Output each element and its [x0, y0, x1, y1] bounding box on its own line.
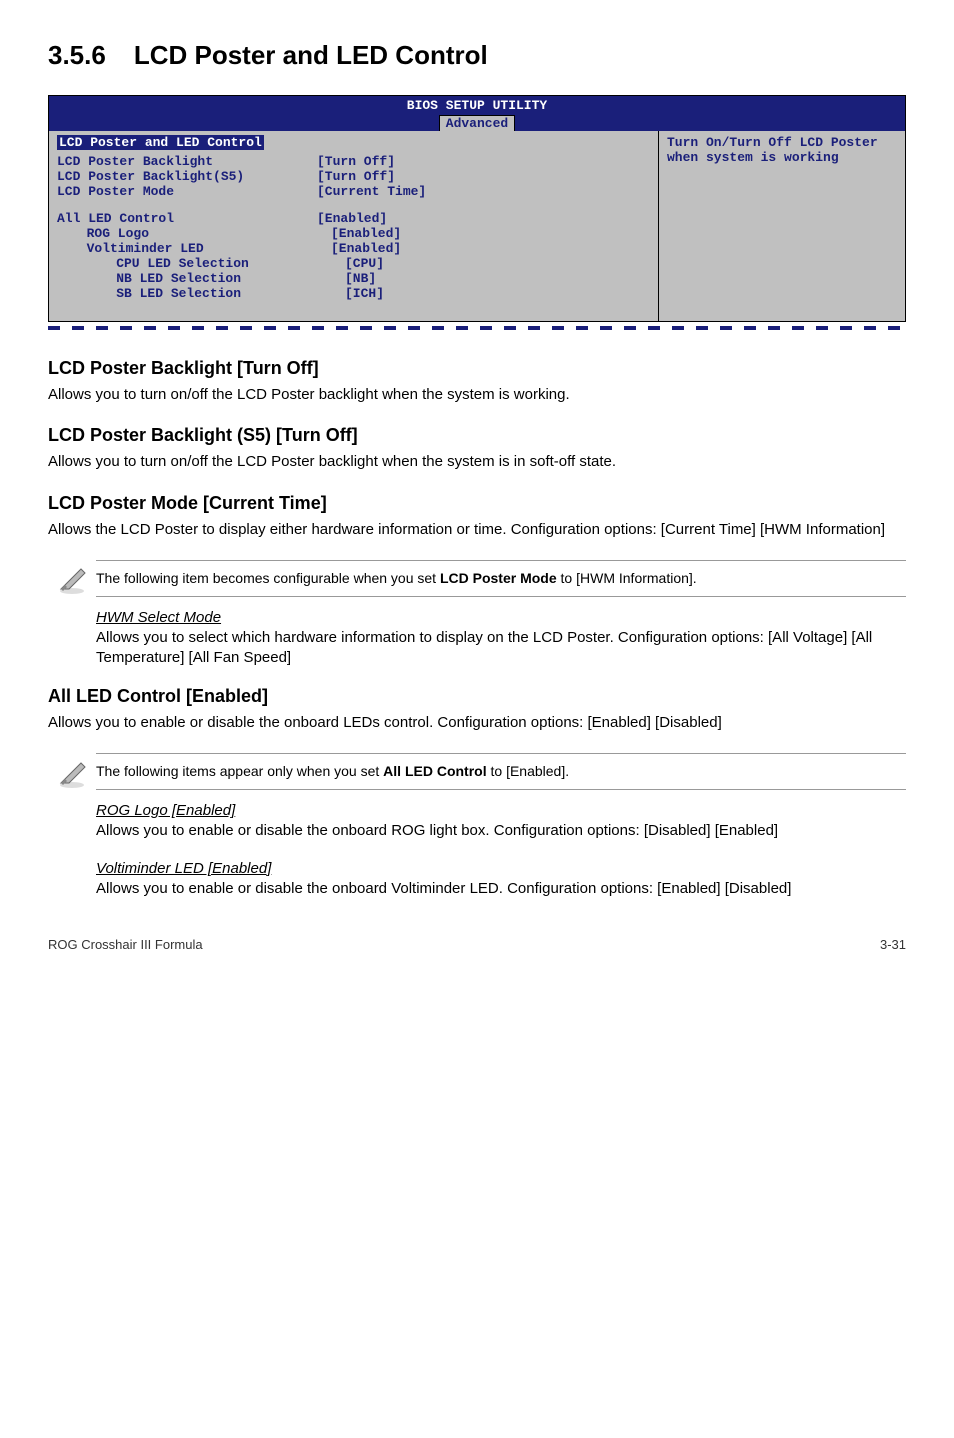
bios-row-value: [CPU] — [345, 256, 384, 271]
bios-row: LCD Poster Backlight(S5)[Turn Off] — [57, 169, 650, 184]
note2-post: to [Enabled]. — [487, 763, 570, 779]
bios-section-heading: LCD Poster and LED Control — [57, 135, 264, 150]
hwm-head: HWM Select Mode — [96, 609, 906, 626]
dashed-separator — [48, 326, 906, 330]
bios-header: BIOS SETUP UTILITY Advanced — [49, 96, 905, 131]
body-lcd-backlight: Allows you to turn on/off the LCD Poster… — [48, 385, 906, 405]
bios-row-label: ROG Logo — [57, 226, 331, 241]
bios-row: Voltiminder LED[Enabled] — [57, 241, 650, 256]
section-number: 3.5.6 — [48, 40, 106, 71]
bios-row: NB LED Selection[NB] — [57, 271, 650, 286]
rog-head: ROG Logo [Enabled] — [96, 802, 906, 819]
subheading-all-led: All LED Control [Enabled] — [48, 686, 906, 707]
bios-row-value: [Turn Off] — [317, 169, 395, 184]
bios-row: LCD Poster Backlight[Turn Off] — [57, 154, 650, 169]
bios-row: CPU LED Selection[CPU] — [57, 256, 650, 271]
bios-row-label: All LED Control — [57, 211, 317, 226]
bios-tab-row: Advanced — [49, 115, 905, 131]
bios-row-label: LCD Poster Backlight — [57, 154, 317, 169]
volt-head: Voltiminder LED [Enabled] — [96, 860, 906, 877]
bios-body: LCD Poster and LED Control LCD Poster Ba… — [49, 131, 905, 321]
note-block-1: The following item becomes configurable … — [48, 560, 906, 597]
note1-pre: The following item becomes configurable … — [96, 570, 440, 586]
footer-right: 3-31 — [880, 937, 906, 952]
hwm-body: Allows you to select which hardware info… — [96, 628, 906, 669]
rog-block: ROG Logo [Enabled] Allows you to enable … — [96, 802, 906, 841]
bios-help-text: Turn On/Turn Off LCD Poster when system … — [667, 135, 878, 165]
note2-bold: All LED Control — [383, 763, 486, 779]
bios-row-label: SB LED Selection — [57, 286, 345, 301]
bios-left-panel: LCD Poster and LED Control LCD Poster Ba… — [49, 131, 659, 321]
rog-body: Allows you to enable or disable the onbo… — [96, 821, 906, 841]
note-block-2: The following items appear only when you… — [48, 753, 906, 790]
bios-row: ROG Logo[Enabled] — [57, 226, 650, 241]
body-lcd-backlight-s5: Allows you to turn on/off the LCD Poster… — [48, 452, 906, 472]
bios-utility-title: BIOS SETUP UTILITY — [49, 98, 905, 113]
footer-left: ROG Crosshair III Formula — [48, 937, 203, 952]
pencil-icon — [48, 755, 96, 789]
subheading-lcd-backlight: LCD Poster Backlight [Turn Off] — [48, 358, 906, 379]
bios-row-label: LCD Poster Mode — [57, 184, 317, 199]
bios-row-value: [Enabled] — [331, 226, 401, 241]
bios-row-value: [NB] — [345, 271, 376, 286]
bios-row: LCD Poster Mode[Current Time] — [57, 184, 650, 199]
bios-row: SB LED Selection[ICH] — [57, 286, 650, 301]
bios-row-value: [Enabled] — [331, 241, 401, 256]
bios-row: All LED Control[Enabled] — [57, 211, 650, 226]
bios-row-value: [ICH] — [345, 286, 384, 301]
bios-row-label: LCD Poster Backlight(S5) — [57, 169, 317, 184]
bios-tab-advanced: Advanced — [439, 115, 515, 131]
body-lcd-mode: Allows the LCD Poster to display either … — [48, 520, 906, 540]
bios-rows-block2: All LED Control[Enabled] ROG Logo[Enable… — [57, 211, 650, 301]
pencil-icon — [48, 561, 96, 595]
subheading-lcd-backlight-s5: LCD Poster Backlight (S5) [Turn Off] — [48, 425, 906, 446]
volt-body: Allows you to enable or disable the onbo… — [96, 879, 906, 899]
bios-row-value: [Current Time] — [317, 184, 426, 199]
page-footer: ROG Crosshair III Formula 3-31 — [48, 937, 906, 952]
bios-row-value: [Turn Off] — [317, 154, 395, 169]
bios-row-value: [Enabled] — [317, 211, 387, 226]
note2-pre: The following items appear only when you… — [96, 763, 383, 779]
bios-row-label: NB LED Selection — [57, 271, 345, 286]
volt-block: Voltiminder LED [Enabled] Allows you to … — [96, 860, 906, 899]
subheading-lcd-mode: LCD Poster Mode [Current Time] — [48, 493, 906, 514]
body-all-led: Allows you to enable or disable the onbo… — [48, 713, 906, 733]
note1-post: to [HWM Information]. — [557, 570, 697, 586]
hwm-block: HWM Select Mode Allows you to select whi… — [96, 609, 906, 669]
bios-rows-block1: LCD Poster Backlight[Turn Off]LCD Poster… — [57, 154, 650, 199]
bios-screenshot: BIOS SETUP UTILITY Advanced LCD Poster a… — [48, 95, 906, 322]
bios-help-panel: Turn On/Turn Off LCD Poster when system … — [659, 131, 905, 321]
bios-row-label: Voltiminder LED — [57, 241, 331, 256]
section-heading-text: LCD Poster and LED Control — [134, 40, 488, 70]
note-text-1: The following item becomes configurable … — [96, 560, 906, 597]
spacer — [57, 199, 650, 211]
note1-bold: LCD Poster Mode — [440, 570, 557, 586]
bios-row-label: CPU LED Selection — [57, 256, 345, 271]
note-text-2: The following items appear only when you… — [96, 753, 906, 790]
section-title: 3.5.6 LCD Poster and LED Control — [48, 40, 906, 71]
